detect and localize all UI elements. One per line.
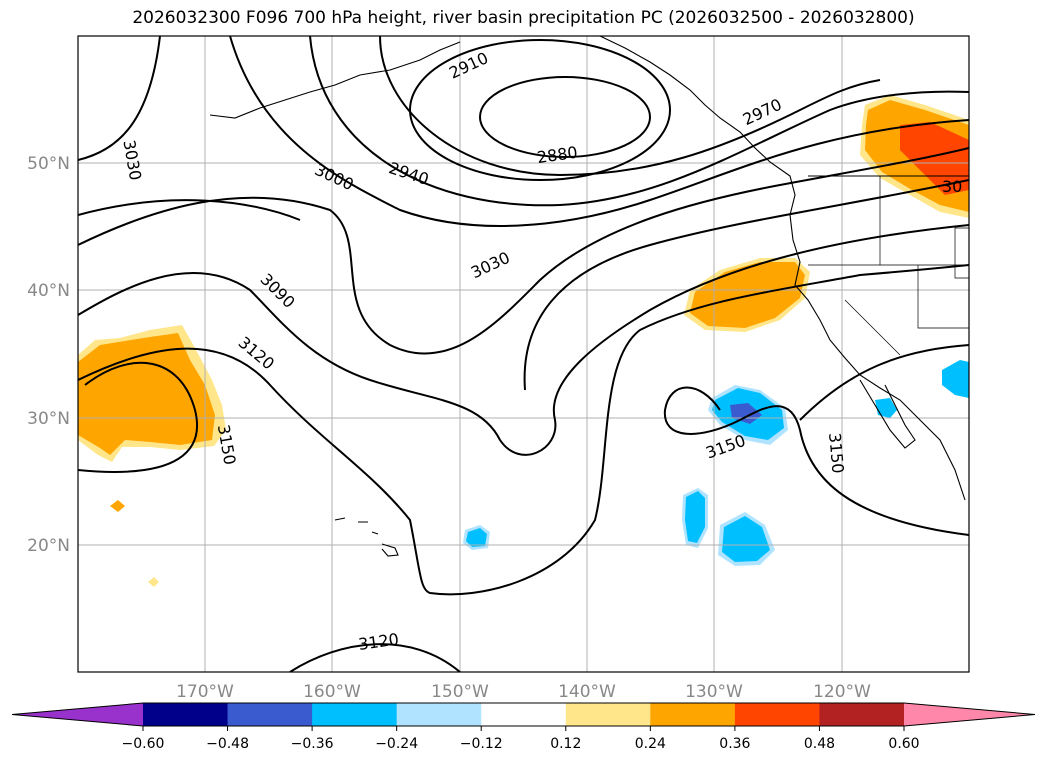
colorbar-tick-label: −0.12 [460, 736, 503, 752]
lon-label: 170°W [176, 682, 234, 702]
colorbar-segment [396, 703, 482, 726]
map-panel [78, 36, 969, 672]
lon-label: 120°W [813, 682, 871, 702]
colorbar-segment [734, 703, 820, 726]
colorbar-tick-label: 0.48 [804, 736, 835, 752]
lon-label: 140°W [558, 682, 616, 702]
colorbar-segment [227, 703, 313, 726]
colorbar-segment [650, 703, 736, 726]
coastlines [209, 36, 969, 557]
latitude-labels: 50°N 40°N 30°N 20°N [27, 154, 70, 556]
lon-label: 150°W [431, 682, 489, 702]
gridlines [78, 36, 969, 672]
colorbar-tick-label: −0.48 [206, 736, 249, 752]
lat-label: 20°N [27, 536, 70, 556]
lat-label: 50°N [27, 154, 70, 174]
colorbar-segment [143, 703, 229, 726]
lat-label: 30°N [27, 409, 70, 429]
colorbar-segment [481, 703, 567, 726]
contour-label: 3150 [825, 432, 847, 474]
colorbar-tick-label: 0.36 [719, 736, 750, 752]
colorbar-extend-low [12, 703, 143, 726]
map-title: 2026032300 F096 700 hPa height, river ba… [132, 8, 915, 28]
colorbar-segment [819, 703, 905, 726]
colorbar-segment [312, 703, 398, 726]
contour-label: 30 [942, 177, 962, 196]
colorbar-tick-label: −0.60 [122, 736, 165, 752]
map-border [77, 35, 970, 673]
colorbar-tick-label: −0.24 [375, 736, 418, 752]
colorbar-segment [565, 703, 651, 726]
colorbar-tick-label: 0.12 [550, 736, 581, 752]
colorbar-extend-high [904, 703, 1035, 726]
longitude-labels: 170°W 160°W 150°W 140°W 130°W 120°W [176, 682, 871, 702]
lon-label: 130°W [685, 682, 743, 702]
colorbar-tick-label: 0.60 [888, 736, 919, 752]
lon-label: 160°W [303, 682, 361, 702]
height-contours [78, 36, 969, 672]
colorbar-tick-label: −0.36 [291, 736, 334, 752]
lat-label: 40°N [27, 281, 70, 301]
colorbar-tick-label: 0.24 [635, 736, 666, 752]
colorbar: −0.60 −0.48 −0.36 −0.24 −0.12 0.12 0.24 0.36 0.4… [11, 702, 1036, 752]
